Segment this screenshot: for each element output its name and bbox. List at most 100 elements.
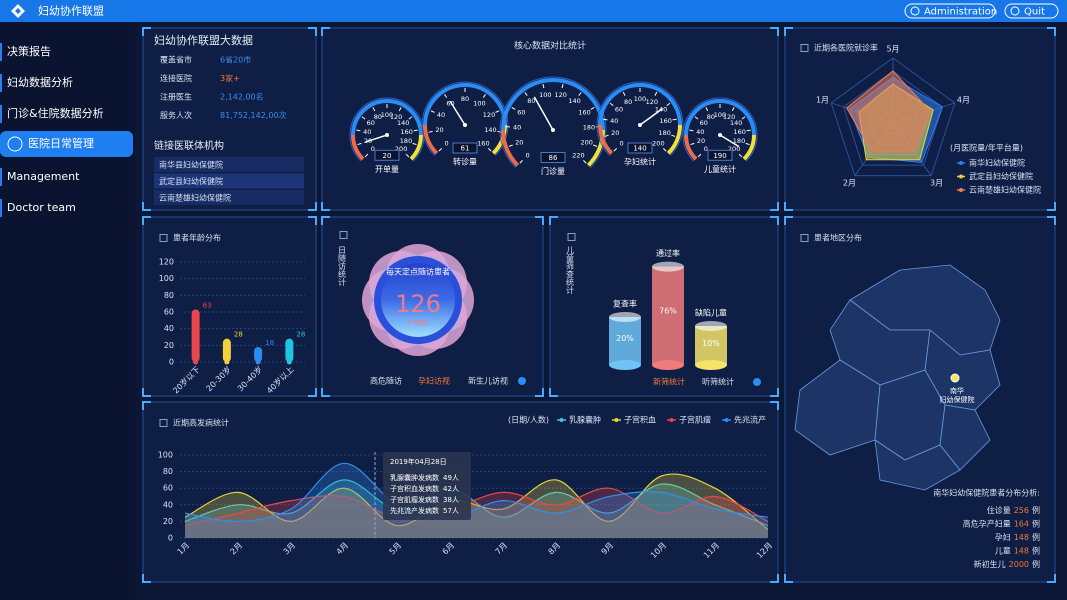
- nav-label: Doctor team: [7, 201, 76, 214]
- tab[interactable]: 新生儿访视: [468, 376, 508, 386]
- institution-name: 南华县妇幼保健院: [159, 160, 223, 170]
- gauge-tick: [412, 142, 417, 146]
- tab-next[interactable]: [518, 377, 526, 385]
- checkbox[interactable]: [159, 419, 168, 427]
- gauge-tick-label: 100: [714, 111, 726, 119]
- panel-corners: [784, 27, 1056, 211]
- gauge-tick: [542, 83, 545, 89]
- panel-corners: [549, 216, 779, 397]
- gauge-tick-label: 0: [525, 151, 529, 159]
- panel-corners: [142, 27, 317, 211]
- summary-value: 2,142,00名: [220, 92, 264, 102]
- gauge-value: 190: [713, 152, 726, 160]
- analysis-row: 住诊量 256 例: [987, 505, 1040, 515]
- value-label: 63: [203, 302, 212, 310]
- sidebar: [0, 22, 135, 600]
- gauge-tick: [603, 118, 608, 121]
- gauge-tick: [590, 107, 595, 110]
- nav-item[interactable]: Doctor team: [0, 199, 76, 217]
- nav-icon: [7, 136, 23, 152]
- nav-label: Management: [7, 170, 80, 183]
- gauge-tick: [697, 153, 702, 158]
- gauge-tick-label: 40: [513, 123, 521, 131]
- tab[interactable]: 高危随访: [370, 376, 402, 386]
- tab-next[interactable]: [753, 378, 761, 386]
- checkbox[interactable]: [567, 233, 576, 241]
- institution[interactable]: 南华县妇幼保健院: [154, 157, 304, 172]
- tooltip-value: 57人: [443, 507, 459, 515]
- map-region: [874, 439, 961, 491]
- gauge-hub: [463, 123, 467, 127]
- gauge-hub: [638, 123, 642, 127]
- gauge-tick: [689, 129, 694, 132]
- nav-item[interactable]: 决策报告: [0, 43, 51, 61]
- gauge-tick-label: 20: [435, 126, 443, 134]
- gauge-tick-label: 60: [446, 99, 454, 107]
- map-marker-label: 妇幼保健院: [940, 395, 975, 404]
- button-frame: [1004, 3, 1059, 19]
- gauge-value-box: [540, 152, 566, 163]
- legend-label: 子宫积血: [624, 415, 656, 425]
- panel-title: 儿童筛查统计: [566, 246, 575, 295]
- series-line: [184, 487, 769, 527]
- legend-label: 云南楚雄妇幼保健院: [969, 185, 1041, 195]
- y-tick-label: 20: [164, 341, 174, 350]
- header-button[interactable]: Administration: [904, 3, 997, 19]
- cylinder: [609, 317, 641, 365]
- gauge-value: 20: [383, 152, 392, 160]
- gauge-tick: [746, 129, 751, 132]
- gauge-tick-label: 120: [483, 111, 495, 119]
- panel-title: 日随访统计: [338, 246, 347, 287]
- legend-dot: [614, 418, 619, 422]
- bar: [191, 309, 200, 362]
- button-label: Quit: [1024, 7, 1045, 18]
- tab[interactable]: 听筛统计: [702, 377, 734, 387]
- cylinder-base: [695, 360, 727, 370]
- tab[interactable]: 新筛统计: [653, 377, 685, 387]
- value-label: 18: [265, 339, 274, 347]
- summary-label: 连接医院: [160, 73, 192, 83]
- nav-active: [0, 131, 133, 157]
- bar: [285, 338, 294, 362]
- map-marker[interactable]: [950, 373, 960, 383]
- nav-marker: [0, 199, 2, 217]
- nav-item[interactable]: 门诊&住院数据分析: [0, 105, 104, 123]
- tab[interactable]: 孕妇访视: [418, 376, 450, 386]
- category-label: 通过率: [656, 248, 680, 258]
- gauge-tick-label: 0: [445, 139, 449, 147]
- gauge-tick-label: 100: [634, 95, 646, 103]
- gauge-arc: [423, 83, 507, 126]
- analysis-value: 164: [1014, 519, 1029, 528]
- tooltip-value: 42人: [443, 485, 459, 493]
- gauge-tick: [438, 147, 443, 152]
- institution-name: 武定县妇幼保健院: [159, 176, 223, 186]
- institution[interactable]: 武定县妇幼保健院: [154, 173, 304, 189]
- analysis-row: 高危孕产妇量 164 例: [963, 518, 1040, 528]
- button-icon: [1010, 6, 1020, 16]
- nav-item[interactable]: 妇幼数据分析: [0, 74, 73, 92]
- gauge-tick: [495, 110, 500, 113]
- nav-item[interactable]: 医院日常管理: [0, 131, 133, 157]
- gauge-tick-label: 200: [581, 139, 593, 147]
- gauge-tick-label: 140: [730, 119, 742, 127]
- header-bar: [0, 0, 1067, 22]
- institution[interactable]: 云南楚雄妇幼保健院: [154, 190, 304, 205]
- checkbox[interactable]: [800, 234, 809, 242]
- flower-disc: [381, 263, 455, 337]
- gauge-tick-label: 120: [554, 91, 566, 99]
- bar-cap: [286, 359, 292, 365]
- gauge-hub: [385, 133, 389, 137]
- gauge-needle: [449, 100, 466, 126]
- nav-item[interactable]: Management: [0, 168, 80, 186]
- gauge-tick: [508, 144, 513, 147]
- panel: [142, 216, 317, 397]
- summary-value: 81,752,142,00次: [220, 110, 287, 120]
- legend-label: 先兆流产: [734, 415, 766, 425]
- y-tick-label: 80: [163, 467, 173, 476]
- checkbox[interactable]: [159, 234, 168, 242]
- checkbox[interactable]: [339, 231, 348, 239]
- checkbox[interactable]: [800, 44, 809, 52]
- header-button[interactable]: Quit: [1004, 3, 1059, 19]
- series-line: [184, 473, 769, 531]
- gauge-tick-label: 60: [517, 109, 525, 117]
